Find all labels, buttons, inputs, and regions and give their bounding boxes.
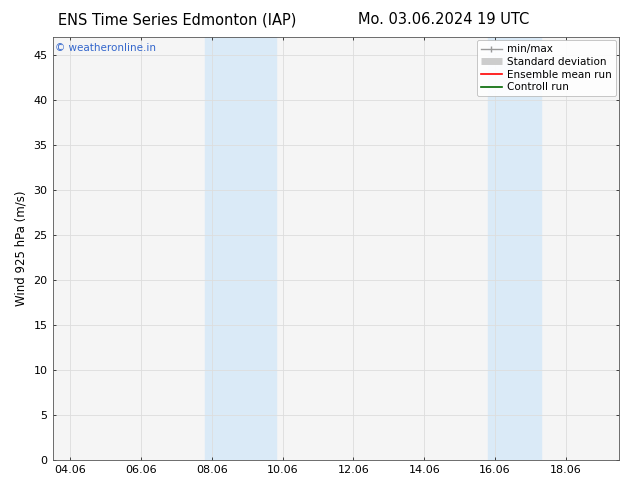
- Y-axis label: Wind 925 hPa (m/s): Wind 925 hPa (m/s): [15, 191, 28, 306]
- Text: © weatheronline.in: © weatheronline.in: [55, 44, 157, 53]
- Bar: [205, 37, 276, 460]
- Text: Mo. 03.06.2024 19 UTC: Mo. 03.06.2024 19 UTC: [358, 12, 529, 27]
- Bar: [488, 37, 541, 460]
- Text: ENS Time Series Edmonton (IAP): ENS Time Series Edmonton (IAP): [58, 12, 297, 27]
- Legend: min/max, Standard deviation, Ensemble mean run, Controll run: min/max, Standard deviation, Ensemble me…: [477, 40, 616, 97]
